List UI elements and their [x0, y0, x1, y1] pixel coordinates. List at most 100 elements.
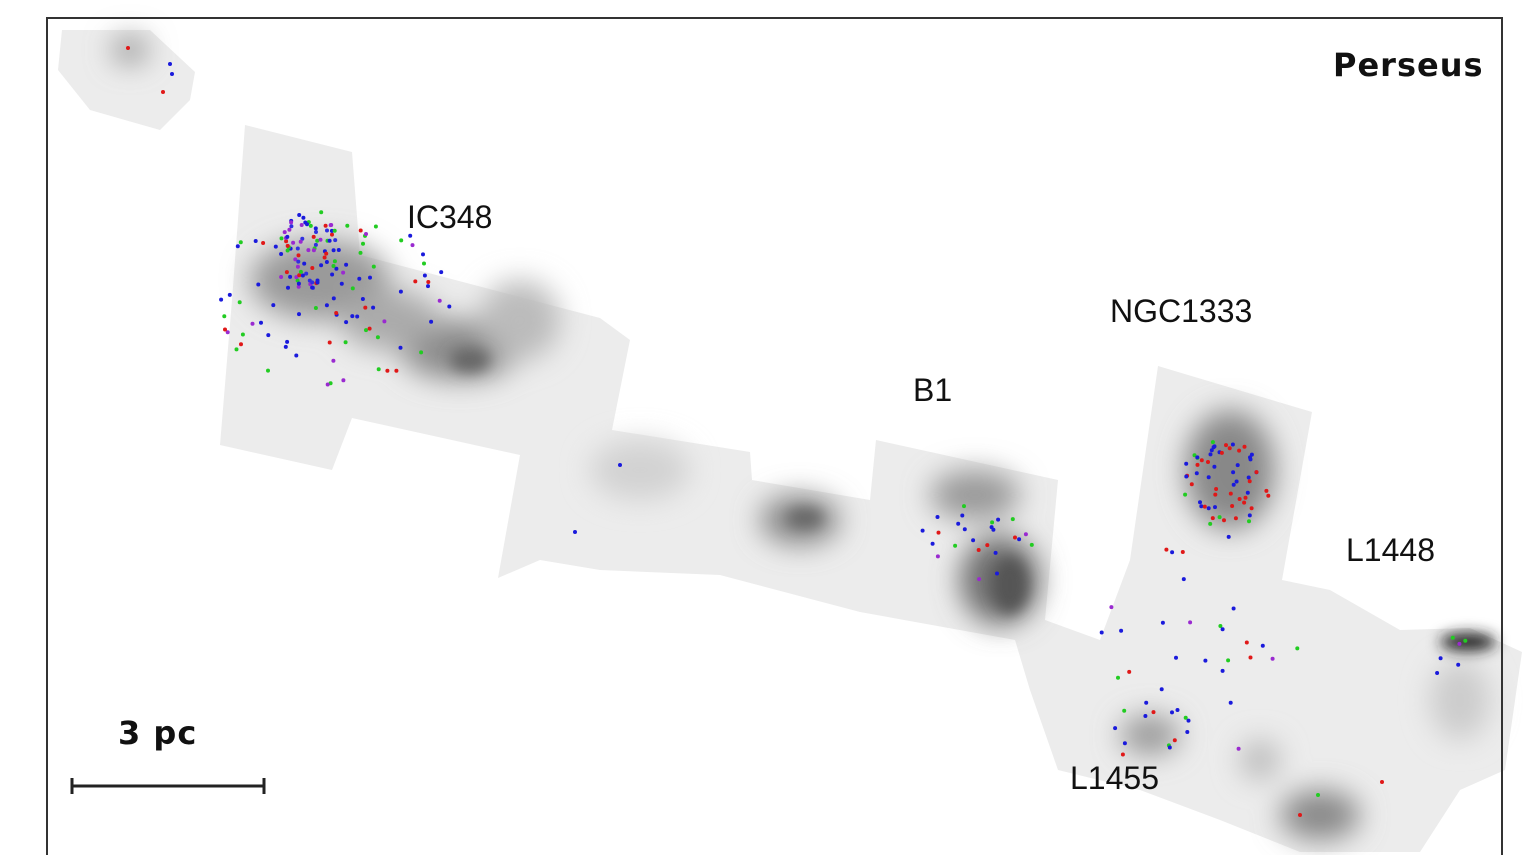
source-point [1228, 446, 1232, 450]
source-point [299, 240, 303, 244]
source-point [314, 306, 318, 310]
source-point [286, 286, 290, 290]
source-point [1221, 627, 1225, 631]
source-point [1173, 738, 1177, 742]
source-point [312, 235, 316, 239]
source-point [296, 265, 300, 269]
source-point [284, 345, 288, 349]
source-point [1457, 642, 1461, 646]
source-point [1160, 687, 1164, 691]
source-point [990, 520, 994, 524]
source-point [314, 226, 318, 230]
source-point [1221, 669, 1225, 673]
source-point [1207, 506, 1211, 510]
source-point [1229, 492, 1233, 496]
cloud-map [58, 30, 1522, 852]
source-point [241, 333, 245, 337]
source-point [419, 350, 423, 354]
source-point [422, 262, 426, 266]
source-point [921, 529, 925, 533]
source-point [1123, 741, 1127, 745]
source-point [1210, 448, 1214, 452]
source-point [1224, 443, 1228, 447]
source-point [1271, 657, 1275, 661]
source-point [251, 322, 255, 326]
source-point [1030, 543, 1034, 547]
source-point [350, 314, 354, 318]
source-point [297, 282, 301, 286]
source-point [319, 210, 323, 214]
source-point [285, 340, 289, 344]
source-point [334, 311, 338, 315]
source-point [344, 340, 348, 344]
source-point [355, 315, 359, 319]
source-point [228, 293, 232, 297]
source-point [328, 239, 332, 243]
source-point [310, 280, 314, 284]
source-point [300, 223, 304, 227]
source-point [1152, 710, 1156, 714]
source-point [1261, 644, 1265, 648]
source-point [1100, 631, 1104, 635]
source-point [1214, 487, 1218, 491]
source-point [1222, 518, 1226, 522]
source-point [337, 248, 341, 252]
source-point [1183, 493, 1187, 497]
source-point [1176, 708, 1180, 712]
source-point [1248, 513, 1252, 517]
source-point [399, 290, 403, 294]
source-point [1190, 482, 1194, 486]
source-point [266, 333, 270, 337]
source-point [1237, 449, 1241, 453]
source-point [1211, 440, 1215, 444]
source-point [289, 224, 293, 228]
source-point [382, 319, 386, 323]
source-point [394, 369, 398, 373]
source-point [1164, 548, 1168, 552]
scale-bar [72, 778, 264, 794]
source-point [1195, 471, 1199, 475]
source-point [368, 327, 372, 331]
source-point [371, 306, 375, 310]
source-point [1230, 504, 1234, 508]
source-point [1184, 475, 1188, 479]
source-point [438, 299, 442, 303]
source-point [936, 515, 940, 519]
source-point [359, 251, 363, 255]
source-point [1247, 476, 1251, 480]
source-point [1234, 516, 1238, 520]
source-point [309, 224, 313, 228]
source-point [368, 276, 372, 280]
source-point [1121, 753, 1125, 757]
source-point [294, 354, 298, 358]
source-point [937, 531, 941, 535]
source-point [1143, 714, 1147, 718]
scale-label: 3 pc [118, 714, 197, 752]
source-point [573, 530, 577, 534]
source-point [324, 252, 328, 256]
source-point [956, 522, 960, 526]
source-point [344, 320, 348, 324]
source-point [168, 62, 172, 66]
source-point [995, 572, 999, 576]
source-point [332, 264, 336, 268]
source-point [302, 262, 306, 266]
source-point [1017, 537, 1021, 541]
source-point [239, 240, 243, 244]
source-point [1238, 497, 1242, 501]
source-point [1185, 730, 1189, 734]
source-point [238, 300, 242, 304]
source-point [319, 238, 323, 242]
source-point [1119, 629, 1123, 633]
source-point [1264, 489, 1268, 493]
source-point [1013, 536, 1017, 540]
source-point [235, 347, 239, 351]
source-point [399, 238, 403, 242]
source-point [326, 383, 330, 387]
source-point [340, 282, 344, 286]
map-figure: Perseus IC348 NGC1333 B1 L1448 L1455 3 p… [0, 0, 1536, 855]
source-point [1203, 505, 1207, 509]
source-point [1213, 505, 1217, 509]
source-point [1109, 605, 1113, 609]
source-point [426, 280, 430, 284]
